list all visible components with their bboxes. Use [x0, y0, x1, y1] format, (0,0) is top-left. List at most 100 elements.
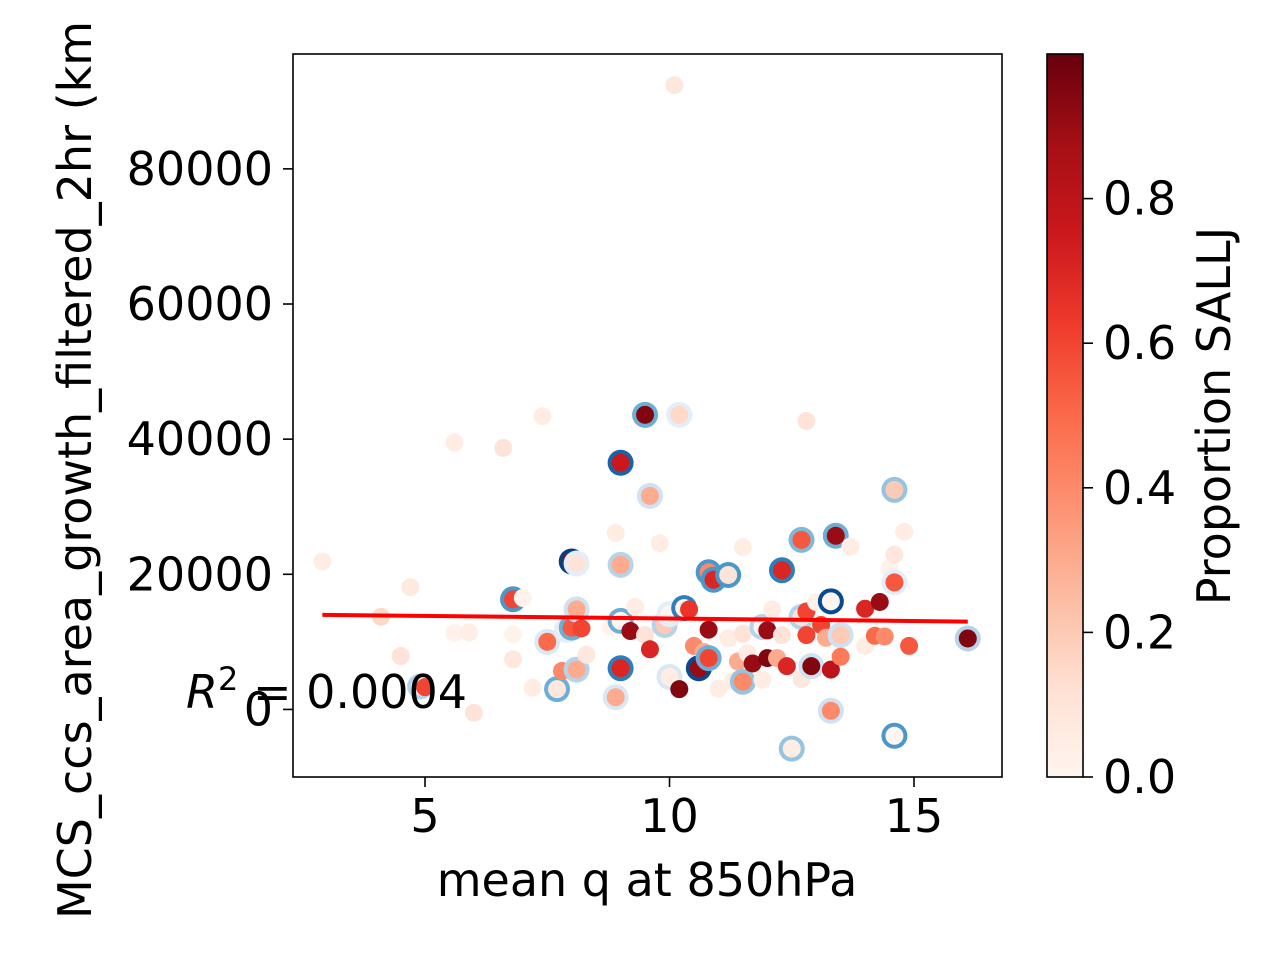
data-points: [313, 76, 981, 762]
data-point: [699, 620, 718, 639]
data-point: [699, 649, 718, 668]
data-point: [504, 625, 523, 644]
colorbar-ticks: 0.0 0.2 0.4 0.6 0.8: [1083, 172, 1176, 804]
data-point: [733, 672, 752, 691]
data-point: [494, 438, 513, 457]
data-point: [548, 680, 567, 699]
data-point: [640, 486, 659, 505]
colorbar-tick-label: 0.2: [1103, 605, 1176, 659]
data-point: [792, 530, 811, 549]
x-tick-label: 10: [640, 789, 699, 843]
data-point: [772, 626, 791, 645]
data-point: [523, 678, 542, 697]
data-point: [665, 76, 684, 95]
data-point: [885, 480, 904, 499]
data-point: [640, 640, 659, 659]
x-axis-title: mean q at 850hPa: [437, 853, 858, 907]
data-point: [660, 667, 679, 686]
y-tick-label: 60000: [127, 277, 273, 331]
data-point: [670, 680, 689, 699]
data-point: [733, 538, 752, 557]
data-point: [772, 561, 791, 580]
data-point: [572, 619, 591, 638]
data-point: [606, 524, 625, 543]
data-point: [797, 626, 816, 645]
x-tick-label: 15: [885, 789, 944, 843]
y-axis-title: MCS_ccs_area_growth_filtered_2hr (km: [48, 21, 102, 919]
data-point: [538, 632, 557, 651]
data-point: [621, 622, 640, 641]
regression-line: [322, 612, 968, 624]
y-tick-label: 20000: [127, 547, 273, 601]
x-tick-label: 5: [410, 789, 439, 843]
data-point: [626, 597, 645, 616]
data-point: [445, 433, 464, 452]
data-point: [831, 647, 850, 666]
data-point: [391, 647, 410, 666]
colorbar-tick-label: 0.8: [1103, 172, 1176, 226]
data-point: [567, 600, 586, 619]
data-point: [777, 657, 796, 676]
data-point: [870, 592, 889, 611]
data-point: [958, 629, 977, 648]
data-point: [611, 453, 630, 472]
y-tick-label: 0: [244, 682, 273, 736]
data-point: [885, 726, 904, 745]
data-point: [753, 670, 772, 689]
data-point: [504, 650, 523, 669]
data-point: [567, 660, 586, 679]
data-point: [841, 537, 860, 556]
colorbar-tick-label: 0.4: [1103, 461, 1176, 515]
data-point: [900, 636, 919, 655]
data-point: [797, 411, 816, 430]
data-point: [802, 657, 821, 676]
data-point: [606, 688, 625, 707]
data-point: [782, 739, 801, 758]
data-point: [856, 599, 875, 618]
data-point: [719, 629, 738, 648]
data-point: [885, 573, 904, 592]
data-point: [464, 703, 483, 722]
colorbar-title: Proportion SALLJ: [1187, 227, 1241, 605]
data-point: [460, 623, 479, 642]
colorbar-tick-label: 0.6: [1103, 316, 1176, 370]
data-point: [313, 552, 332, 571]
data-point: [567, 554, 586, 573]
colorbar-tick-label: 0.0: [1103, 750, 1176, 804]
colorbar-gradient: [1046, 53, 1084, 778]
data-point: [416, 678, 435, 697]
y-tick-label: 40000: [127, 412, 273, 466]
x-axis-ticks: 5 10 15: [410, 777, 943, 843]
data-point: [885, 545, 904, 564]
y-tick-label: 80000: [127, 142, 273, 196]
data-point: [611, 659, 630, 678]
y-axis-ticks: 0 20000 40000 60000 80000: [127, 142, 293, 736]
data-point: [445, 624, 464, 643]
plot-frame: [292, 53, 1003, 778]
data-point: [743, 654, 762, 673]
data-point: [821, 660, 840, 679]
data-point: [670, 405, 689, 424]
data-point: [533, 407, 552, 426]
data-point: [636, 405, 655, 424]
data-point: [895, 522, 914, 541]
data-point: [680, 600, 699, 619]
data-point: [611, 555, 630, 574]
data-point: [401, 578, 420, 597]
data-point: [709, 679, 728, 698]
plot-area: [292, 53, 1003, 778]
r-squared-annotation: R2 = 0.0004: [186, 660, 467, 719]
data-point: [875, 627, 894, 646]
data-point: [513, 588, 532, 607]
data-point: [821, 701, 840, 720]
data-point: [821, 592, 840, 611]
data-point: [650, 534, 669, 553]
data-point: [826, 526, 845, 545]
data-point: [831, 626, 850, 645]
data-point: [636, 626, 655, 645]
colorbar: 0.0 0.2 0.4 0.6 0.8 Proportion SALLJ: [1046, 53, 1241, 804]
data-point: [763, 600, 782, 619]
data-point: [719, 565, 738, 584]
data-point: [577, 645, 596, 664]
